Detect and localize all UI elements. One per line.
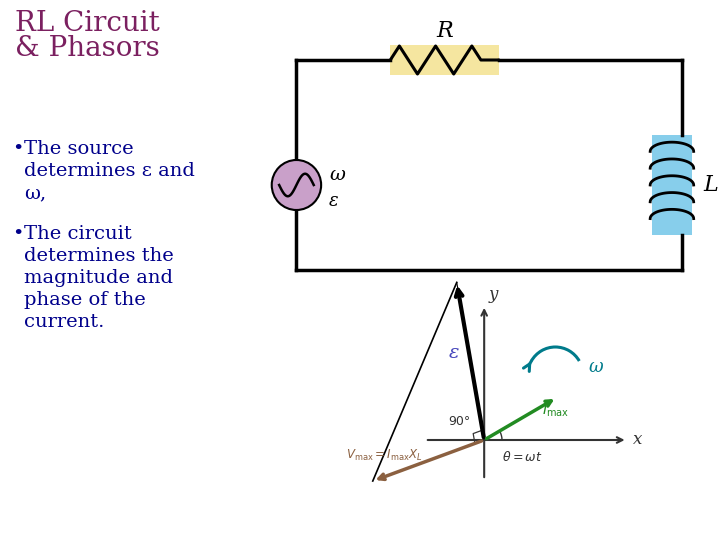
Text: •: •	[12, 140, 23, 158]
Text: RL Circuit: RL Circuit	[15, 10, 160, 37]
Text: ω: ω	[589, 358, 603, 376]
Text: ω: ω	[329, 166, 345, 184]
Text: x: x	[634, 431, 643, 449]
Text: ω,: ω,	[24, 184, 46, 202]
Text: R: R	[436, 20, 453, 42]
Bar	[652, 135, 692, 235]
Text: & Phasors: & Phasors	[15, 35, 160, 62]
Text: current.: current.	[24, 313, 104, 331]
Text: •: •	[12, 225, 23, 243]
Text: The circuit: The circuit	[24, 225, 132, 243]
Text: phase of the: phase of the	[24, 291, 145, 309]
Circle shape	[271, 160, 321, 210]
Text: magnitude and: magnitude and	[24, 269, 173, 287]
Text: determines the: determines the	[24, 247, 174, 265]
Bar	[390, 45, 499, 75]
Text: ε: ε	[329, 192, 338, 210]
Text: 90°: 90°	[448, 415, 470, 428]
Text: $\theta = \omega t$: $\theta = \omega t$	[502, 450, 543, 464]
Text: L: L	[703, 174, 719, 196]
Text: $V_{\mathrm{max}}=I_{\mathrm{max}}X_L$: $V_{\mathrm{max}}=I_{\mathrm{max}}X_L$	[346, 448, 423, 463]
Text: y: y	[489, 286, 498, 303]
Text: determines ε and: determines ε and	[24, 162, 194, 180]
Text: $I_{\mathrm{max}}$: $I_{\mathrm{max}}$	[542, 402, 570, 419]
Text: ε: ε	[449, 345, 459, 362]
Text: The source: The source	[24, 140, 133, 158]
